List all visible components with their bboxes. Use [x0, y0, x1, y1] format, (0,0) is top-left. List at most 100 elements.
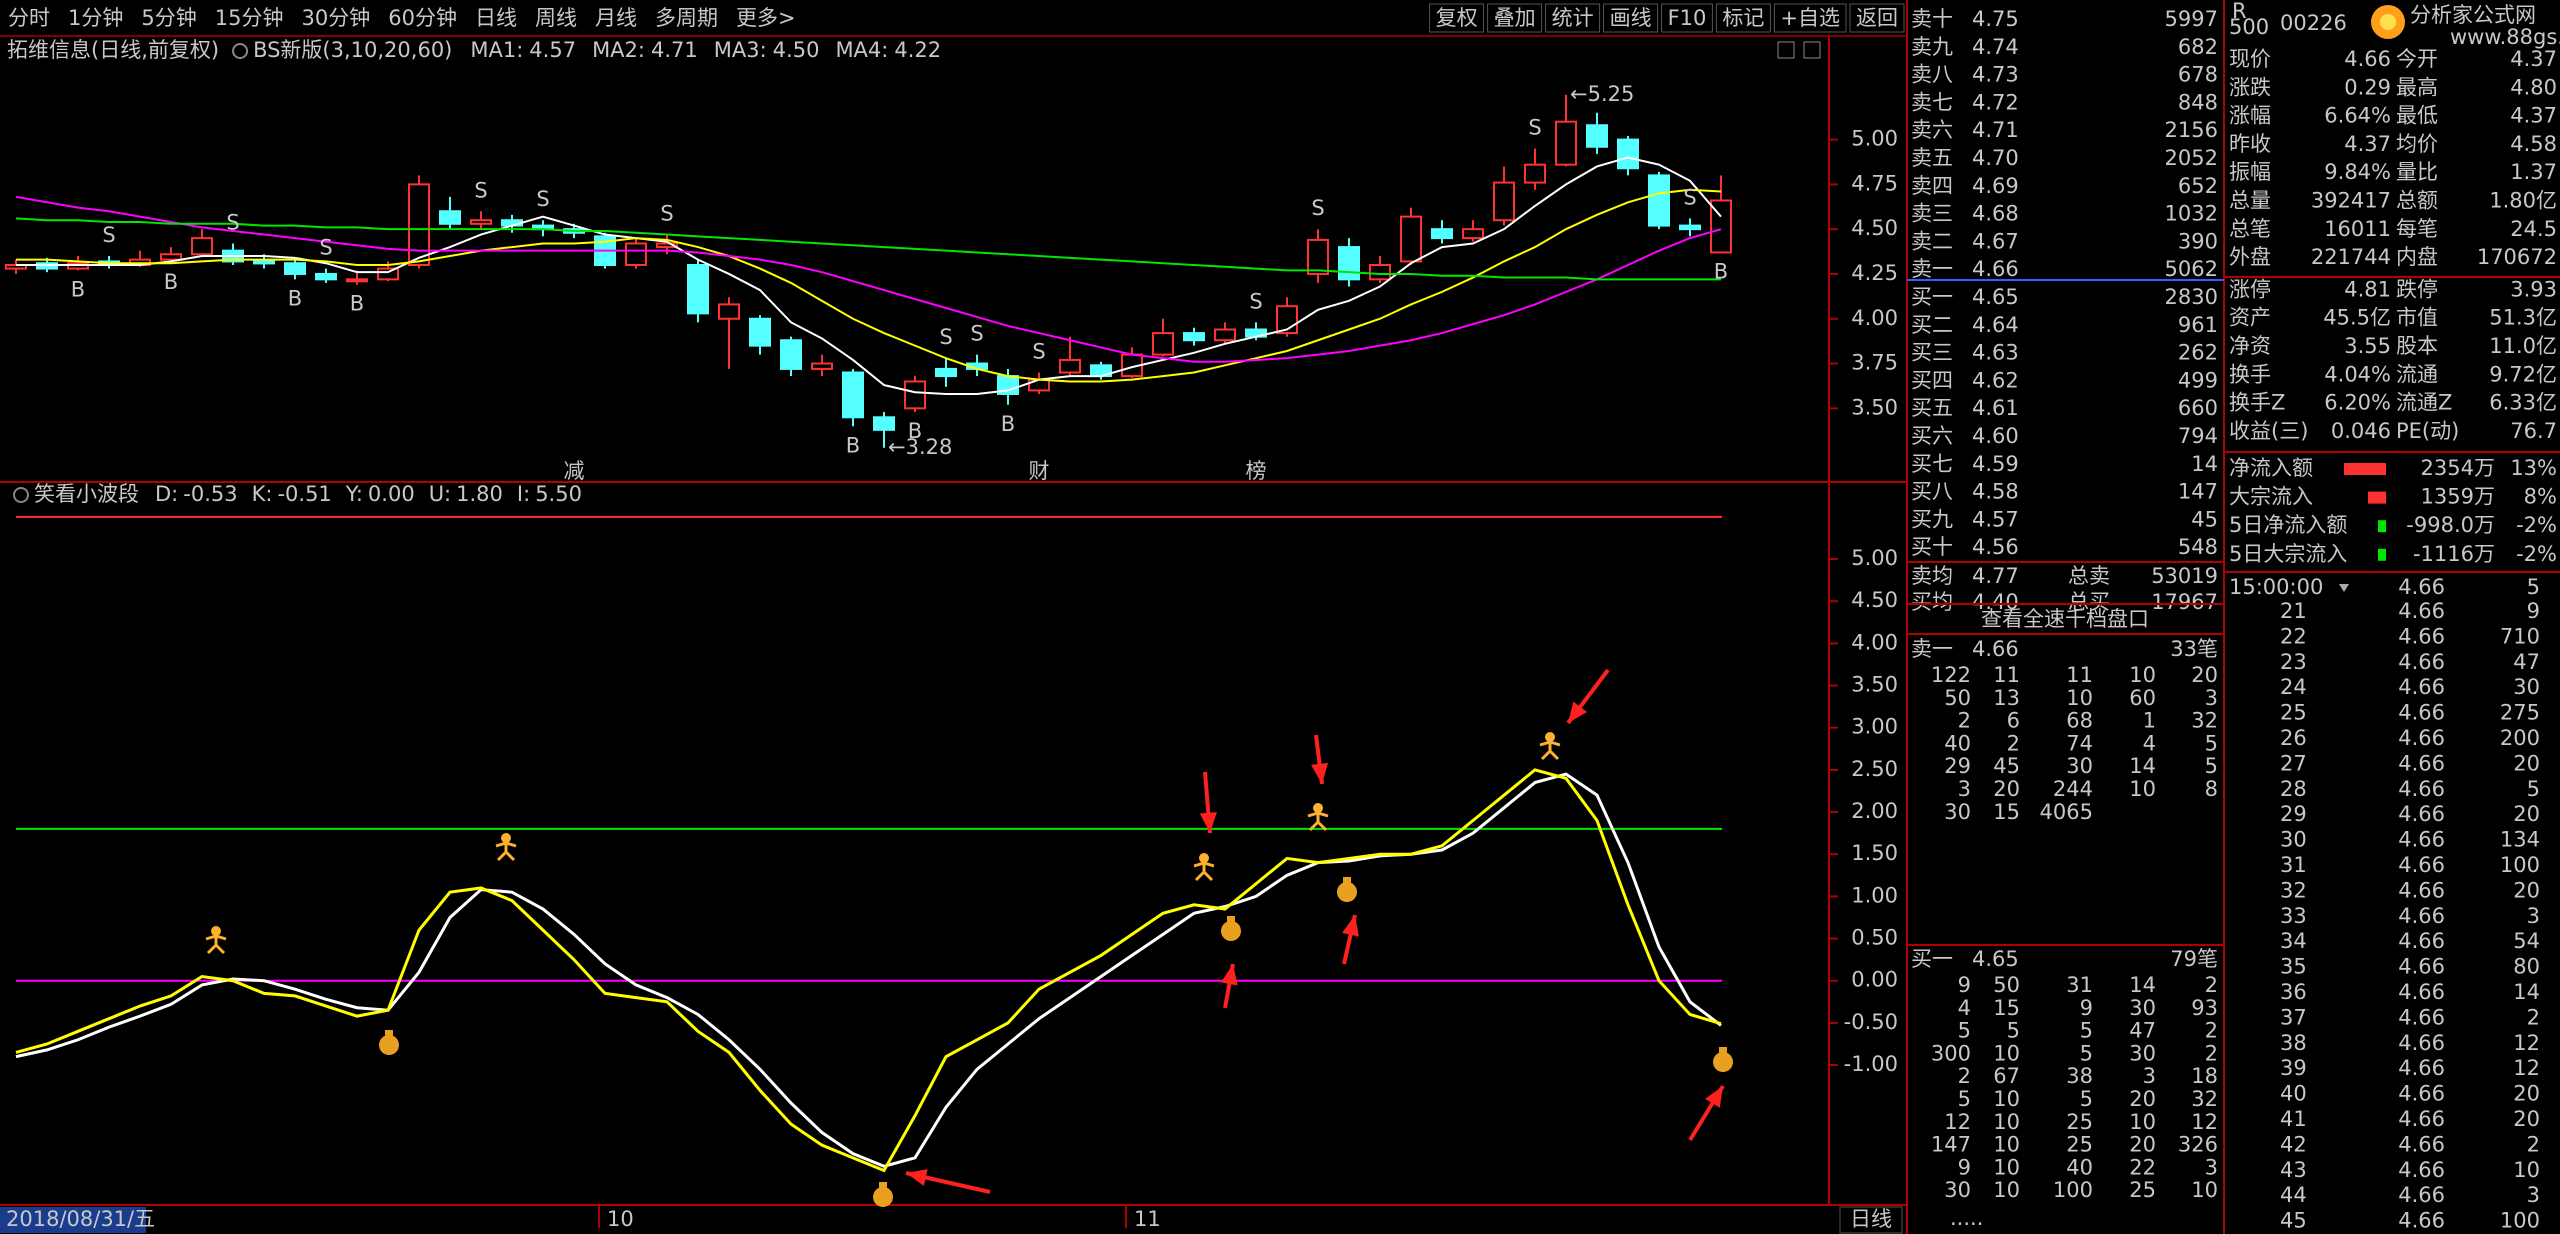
- flow-bar: [2378, 548, 2386, 561]
- period-tab[interactable]: 月线: [595, 6, 637, 30]
- period-tab[interactable]: 分时: [8, 6, 50, 30]
- period-tab[interactable]: 30分钟: [301, 6, 370, 30]
- tool-button-frame: [1773, 3, 1847, 33]
- depth-volume: 3: [2143, 1064, 2156, 1088]
- period-tab[interactable]: 日线: [475, 6, 517, 30]
- depth-volume: 11: [1993, 663, 2020, 687]
- stat-value: 16011: [2324, 217, 2391, 241]
- stat-value: 4.37: [2344, 132, 2391, 156]
- level-volume: 5062: [2165, 257, 2218, 281]
- tick-volume: 80: [2513, 955, 2540, 979]
- stock-code: 00226: [2280, 11, 2347, 35]
- pointer-arrow: [1568, 701, 1588, 723]
- tool-button[interactable]: 画线: [1610, 6, 1652, 30]
- depth-volume: 4065: [2040, 800, 2093, 824]
- depth-volume: 2: [2007, 731, 2020, 755]
- depth-volume: 10: [2129, 663, 2156, 687]
- tick-price: 4.66: [2398, 1031, 2445, 1055]
- badge: R: [2232, 0, 2247, 23]
- tick-volume: 3: [2527, 1183, 2540, 1207]
- tool-button[interactable]: 统计: [1552, 6, 1594, 30]
- tool-button[interactable]: 返回: [1856, 6, 1898, 30]
- legend-name: U:: [429, 482, 451, 506]
- tick-price: 4.66: [2398, 675, 2445, 699]
- tick-price: 4.66: [2398, 1132, 2445, 1156]
- depth-link[interactable]: 查看全速千档盘口: [1981, 607, 2149, 631]
- legend-name: MA3:: [714, 38, 767, 62]
- money-bag-icon: [385, 1030, 393, 1036]
- logo-url: www.88gs.com: [2450, 25, 2560, 49]
- level-price: 4.73: [1972, 63, 2019, 87]
- period-tab[interactable]: 更多>: [736, 6, 796, 30]
- tool-button[interactable]: 标记: [1722, 6, 1764, 30]
- y-tick-label: 0.00: [1851, 968, 1898, 992]
- stat-value: 51.3亿: [2489, 306, 2557, 330]
- price-annotation: ←3.28: [888, 435, 952, 459]
- tick-time: 39: [2280, 1056, 2307, 1080]
- legend-name: MA1:: [470, 38, 523, 62]
- person-icon: [1193, 861, 1215, 882]
- tick-time: 36: [2280, 980, 2307, 1004]
- level-price: 4.61: [1972, 396, 2019, 420]
- level-volume: 147: [2178, 480, 2218, 504]
- tick-time: 32: [2280, 878, 2307, 902]
- tick-volume: 12: [2513, 1056, 2540, 1080]
- depth-volume: 38: [2066, 1064, 2093, 1088]
- period-tab[interactable]: 1分钟: [68, 6, 123, 30]
- depth-volume: 20: [2129, 1087, 2156, 1111]
- depth-volume: 10: [1993, 1110, 2020, 1134]
- tick-price: 4.66: [2398, 650, 2445, 674]
- y-tick-label: 5.00: [1851, 546, 1898, 570]
- legend-name: K:: [252, 482, 273, 506]
- flow-value: 1359万: [2421, 485, 2495, 509]
- tool-button[interactable]: 复权: [1436, 6, 1478, 30]
- tick-time: 22: [2280, 624, 2307, 648]
- depth-volume: 9: [1958, 973, 1971, 997]
- flow-percent: -2%: [2516, 542, 2557, 566]
- period-tab[interactable]: 15分钟: [215, 6, 284, 30]
- window-button[interactable]: [1777, 41, 1795, 59]
- depth-price: 4.66: [1972, 637, 2019, 661]
- level-price: 4.60: [1972, 424, 2019, 448]
- depth-volume: 14: [2129, 973, 2156, 997]
- tick-price: 4.66: [2398, 624, 2445, 648]
- event-marker: 榜: [1246, 459, 1267, 483]
- tool-button[interactable]: +自选: [1780, 6, 1840, 30]
- tick-price: 4.66: [2398, 599, 2445, 623]
- stat-label: 涨跌: [2229, 75, 2271, 99]
- tick-volume: 9: [2527, 599, 2540, 623]
- legend-value: 0.00: [368, 482, 415, 506]
- period-tab[interactable]: 周线: [535, 6, 577, 30]
- level-price: 4.63: [1972, 341, 2019, 365]
- tick-price: 4.66: [2398, 726, 2445, 750]
- period-tab[interactable]: 60分钟: [388, 6, 457, 30]
- depth-price: 4.65: [1972, 947, 2019, 971]
- candle-body: [1369, 264, 1391, 281]
- buy-signal: B: [846, 433, 860, 457]
- stat-value: 4.58: [2510, 132, 2557, 156]
- tick-time: 42: [2280, 1132, 2307, 1156]
- stat-label: 内盘: [2396, 245, 2438, 269]
- period-tab[interactable]: 5分钟: [141, 6, 196, 30]
- stat-value: 4.81: [2344, 277, 2391, 301]
- period-tab[interactable]: 多周期: [655, 6, 718, 30]
- depth-volume: 22: [2129, 1155, 2156, 1179]
- stat-label: PE(动): [2396, 419, 2459, 443]
- stat-value: 392417: [2311, 189, 2391, 213]
- person-icon: [501, 833, 511, 843]
- tool-button[interactable]: 叠加: [1494, 6, 1536, 30]
- summary-volume: 53019: [2151, 564, 2218, 588]
- depth-volume: 20: [2191, 663, 2218, 687]
- candle-body: [1400, 215, 1422, 263]
- legend-name: MA2:: [592, 38, 645, 62]
- candle-body: [470, 219, 492, 225]
- level-label: 买四: [1911, 368, 1953, 392]
- tool-button[interactable]: F10: [1668, 6, 1707, 30]
- window-button[interactable]: [1803, 41, 1821, 59]
- candle-body: [811, 362, 833, 370]
- level-volume: 14: [2191, 452, 2218, 476]
- legend-value: -0.53: [183, 482, 237, 506]
- depth-volume: 4: [2143, 731, 2156, 755]
- sell-signal: S: [660, 202, 673, 226]
- candle-body: [842, 371, 864, 419]
